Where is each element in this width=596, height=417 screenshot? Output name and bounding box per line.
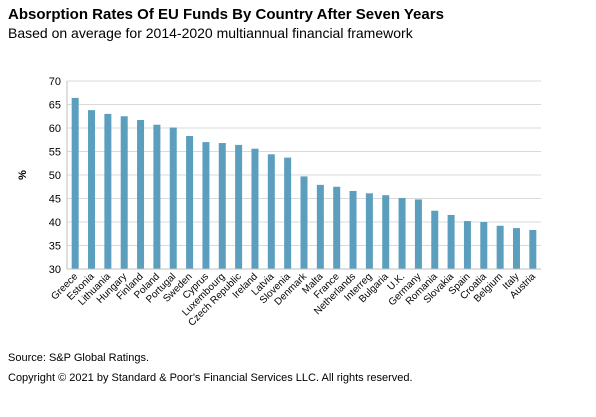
y-tick-label: 40 [49, 217, 61, 229]
gridlines [67, 80, 541, 246]
bar [349, 190, 357, 269]
bar [218, 143, 226, 269]
bar [284, 157, 292, 269]
bar [447, 214, 455, 269]
bar-chart: 303540455055606570GreeceEstoniaLithuania… [17, 76, 541, 329]
bar [333, 186, 341, 269]
bar [267, 154, 275, 269]
bar [153, 124, 161, 270]
bar [186, 135, 194, 269]
bar [365, 193, 373, 269]
bar [169, 127, 177, 269]
y-tick-label: 35 [49, 241, 61, 253]
copyright-note: Copyright © 2021 by Standard & Poor's Fi… [8, 372, 413, 384]
bar [300, 176, 308, 269]
axes [66, 81, 541, 270]
bar [235, 144, 243, 269]
bar [480, 222, 488, 269]
y-tick-label: 50 [49, 170, 61, 182]
source-note: Source: S&P Global Ratings. [8, 352, 150, 364]
y-tick-label: 30 [49, 264, 61, 276]
bar [382, 195, 390, 269]
bar [529, 229, 537, 269]
y-tick-label: 60 [49, 123, 61, 135]
bar [316, 184, 324, 269]
bar [398, 198, 406, 269]
bar [431, 210, 439, 269]
bar [251, 148, 259, 269]
bar [202, 142, 210, 269]
y-tick-label: 55 [49, 147, 61, 159]
bar [414, 199, 422, 269]
bar [137, 120, 145, 269]
bar [104, 113, 112, 270]
bar [496, 225, 504, 269]
y-tick-label: 70 [49, 76, 61, 88]
tick-labels: 303540455055606570GreeceEstoniaLithuania… [17, 76, 538, 329]
y-tick-label: 65 [49, 100, 61, 112]
bar [88, 110, 96, 269]
bar [463, 221, 471, 269]
chart-subtitle: Based on average for 2014-2020 multiannu… [8, 25, 413, 41]
y-tick-label: 45 [49, 194, 61, 206]
y-axis-label: % [17, 170, 29, 180]
bar [512, 228, 520, 269]
bar [71, 97, 79, 269]
chart-title: Absorption Rates Of EU Funds By Country … [8, 6, 444, 23]
bar [120, 116, 128, 269]
bars [71, 97, 537, 270]
